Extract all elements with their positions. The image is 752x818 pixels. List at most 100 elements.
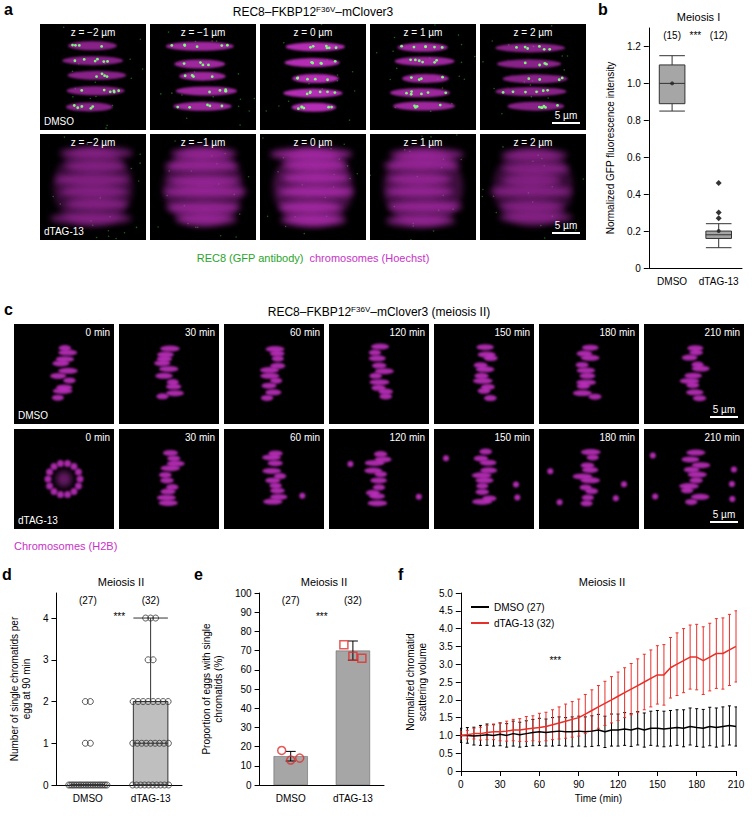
svg-text:0.5: 0.5: [439, 748, 453, 759]
svg-text:4.0: 4.0: [439, 623, 453, 634]
svg-text:dTAG-13: dTAG-13: [699, 276, 739, 287]
svg-text:0: 0: [447, 766, 453, 777]
svg-text:(15): (15): [663, 30, 681, 41]
svg-text:z = 1 µm: z = 1 µm: [404, 137, 443, 148]
svg-text:dTAG-13: dTAG-13: [333, 793, 373, 804]
svg-text:10: 10: [240, 760, 252, 771]
svg-text:2.5: 2.5: [439, 677, 453, 688]
svg-text:DMSO: DMSO: [657, 276, 687, 287]
svg-text:210 min: 210 min: [704, 432, 740, 443]
svg-text:z = 0 µm: z = 0 µm: [294, 27, 333, 38]
svg-text:4.5: 4.5: [439, 605, 453, 616]
svg-text:1.5: 1.5: [439, 712, 453, 723]
svg-text:Meiosis I: Meiosis I: [677, 11, 720, 23]
svg-text:30 min: 30 min: [185, 327, 215, 338]
svg-text:1.0: 1.0: [439, 730, 453, 741]
svg-text:z = 0 µm: z = 0 µm: [294, 137, 333, 148]
svg-text:(12): (12): [710, 30, 728, 41]
svg-text:egg at 90 min: egg at 90 min: [21, 659, 32, 720]
svg-text:0: 0: [246, 780, 252, 791]
svg-text:chromatids (%): chromatids (%): [213, 655, 224, 722]
svg-text:z = −1 µm: z = −1 µm: [181, 137, 226, 148]
svg-text:***: ***: [113, 611, 125, 622]
svg-text:Time (min): Time (min): [575, 793, 622, 804]
svg-text:100: 100: [235, 588, 252, 599]
svg-text:2.0: 2.0: [439, 694, 453, 705]
svg-text:60: 60: [240, 664, 252, 675]
svg-text:Number of single chromatids pe: Number of single chromatids per: [9, 616, 20, 761]
svg-text:1.2: 1.2: [627, 41, 641, 52]
svg-text:5 µm: 5 µm: [713, 509, 735, 520]
svg-text:(27): (27): [282, 595, 300, 606]
svg-text:z = −2 µm: z = −2 µm: [71, 137, 116, 148]
svg-text:(27): (27): [79, 595, 97, 606]
svg-text:1: 1: [43, 738, 49, 749]
svg-text:30: 30: [240, 722, 252, 733]
svg-text:5 µm: 5 µm: [713, 404, 735, 415]
svg-text:Meiosis II: Meiosis II: [301, 576, 347, 588]
svg-text:0.6: 0.6: [627, 152, 641, 163]
svg-text:50: 50: [240, 684, 252, 695]
svg-text:REC8 (GFP antibody)chromosomes: REC8 (GFP antibody)chromosomes (Hoechst): [197, 252, 430, 264]
svg-text:120 min: 120 min: [389, 432, 425, 443]
svg-text:DMSO: DMSO: [73, 793, 103, 804]
svg-text:REC8–FKBP12F36V–mClover3 (meio: REC8–FKBP12F36V–mClover3 (meiosis II): [268, 305, 491, 319]
svg-text:5 µm: 5 µm: [555, 110, 577, 121]
svg-text:150 min: 150 min: [494, 327, 530, 338]
svg-text:***: ***: [316, 611, 328, 622]
svg-text:0.8: 0.8: [627, 115, 641, 126]
svg-text:dTAG-13 (32): dTAG-13 (32): [494, 618, 554, 629]
svg-text:210 min: 210 min: [704, 327, 740, 338]
svg-text:2: 2: [43, 696, 49, 707]
svg-text:0.4: 0.4: [627, 189, 641, 200]
svg-text:5.0: 5.0: [439, 588, 453, 599]
svg-text:60 min: 60 min: [290, 327, 320, 338]
svg-text:***: ***: [549, 655, 561, 666]
svg-text:(32): (32): [344, 595, 362, 606]
svg-text:20: 20: [240, 741, 252, 752]
svg-text:dTAG-13: dTAG-13: [44, 226, 84, 237]
svg-text:3.0: 3.0: [439, 659, 453, 670]
svg-text:0: 0: [458, 779, 464, 790]
svg-text:3: 3: [43, 654, 49, 665]
svg-text:30 min: 30 min: [185, 432, 215, 443]
svg-text:1.0: 1.0: [627, 78, 641, 89]
svg-text:150 min: 150 min: [494, 432, 530, 443]
svg-text:60 min: 60 min: [290, 432, 320, 443]
svg-text:DMSO: DMSO: [44, 116, 74, 127]
svg-text:z = 2 µm: z = 2 µm: [514, 137, 553, 148]
svg-text:180: 180: [688, 779, 705, 790]
svg-text:210: 210: [728, 779, 745, 790]
svg-text:180 min: 180 min: [599, 432, 635, 443]
svg-text:40: 40: [240, 703, 252, 714]
svg-text:3.5: 3.5: [439, 641, 453, 652]
svg-text:120: 120: [610, 779, 627, 790]
svg-text:80: 80: [240, 626, 252, 637]
svg-text:Normalized GFP fluorescence in: Normalized GFP fluorescence intensity: [605, 62, 616, 235]
svg-text:Meiosis II: Meiosis II: [579, 576, 625, 588]
svg-text:60: 60: [534, 779, 546, 790]
svg-text:z = 1 µm: z = 1 µm: [404, 27, 443, 38]
svg-text:Normalized chromatid: Normalized chromatid: [405, 633, 416, 730]
svg-text:0 min: 0 min: [86, 432, 110, 443]
svg-text:REC8–FKBP12F36V–mClover3: REC8–FKBP12F36V–mClover3: [233, 5, 394, 19]
svg-text:z = −2 µm: z = −2 µm: [71, 27, 116, 38]
svg-text:DMSO: DMSO: [276, 793, 306, 804]
svg-text:120 min: 120 min: [389, 327, 425, 338]
svg-text:***: ***: [690, 30, 702, 41]
svg-text:z = −1 µm: z = −1 µm: [181, 27, 226, 38]
svg-text:0 min: 0 min: [86, 327, 110, 338]
svg-text:30: 30: [495, 779, 507, 790]
svg-text:dTAG-13: dTAG-13: [18, 515, 58, 526]
svg-text:90: 90: [573, 779, 585, 790]
svg-text:DMSO: DMSO: [18, 410, 48, 421]
svg-text:Proportion of eggs with single: Proportion of eggs with single: [201, 623, 212, 755]
svg-text:0: 0: [43, 780, 49, 791]
svg-text:DMSO (27): DMSO (27): [494, 602, 545, 613]
svg-text:4: 4: [43, 613, 49, 624]
svg-text:150: 150: [649, 779, 666, 790]
svg-text:5 µm: 5 µm: [555, 220, 577, 231]
svg-text:dTAG-13: dTAG-13: [131, 793, 171, 804]
svg-text:Chromosomes (H2B): Chromosomes (H2B): [14, 540, 117, 552]
svg-text:scattering volume: scattering volume: [417, 642, 428, 721]
